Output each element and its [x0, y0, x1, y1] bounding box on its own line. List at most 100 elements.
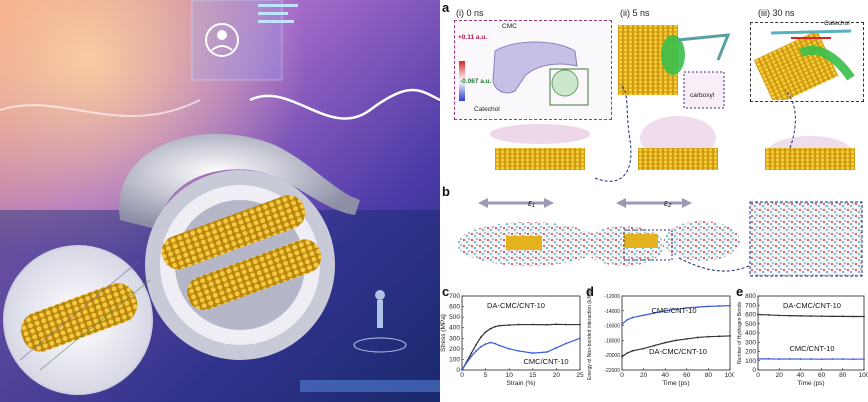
series-line-0 — [461, 323, 580, 371]
data-point — [799, 358, 802, 360]
data-point — [631, 349, 634, 352]
data-point — [664, 341, 667, 344]
series-label: CMC/CNT-10 — [789, 344, 834, 353]
label-catechol-30ns: Catechol — [824, 20, 850, 27]
data-point — [778, 358, 781, 360]
data-point — [479, 336, 482, 339]
x-tick-label: 60 — [683, 372, 691, 379]
hydrogen-bonds-chart: 0 20 40 60 80 1000100200300400500600700800Tim… — [737, 293, 868, 387]
x-tick-label: 10 — [506, 372, 514, 379]
data-point — [531, 323, 534, 326]
stress-strain-chart: 0 5 10 15 20 25 0 100 200 300 400 500 600 700 Strain (… — [440, 293, 584, 387]
data-point — [841, 315, 844, 318]
data-point — [531, 352, 534, 354]
x-tick-label: 60 — [818, 372, 826, 379]
label-cmc: CMC — [502, 23, 517, 30]
series-line-0 — [621, 305, 731, 325]
data-point — [475, 350, 478, 352]
state-title-30ns: (iii) 30 ns — [758, 8, 795, 18]
y-tick-label: 700 — [449, 293, 460, 300]
data-point — [579, 323, 581, 326]
data-point — [653, 344, 656, 347]
data-point — [508, 347, 511, 350]
x-axis-label: Time (ps) — [662, 380, 689, 387]
y-tick-label: 200 — [745, 349, 756, 356]
data-point — [729, 304, 731, 307]
y-tick-label: 500 — [745, 321, 756, 328]
strain-label-2: ε₂ — [664, 198, 672, 208]
data-point — [729, 335, 731, 337]
x-axis-label: Strain (%) — [507, 380, 536, 387]
data-point — [653, 312, 656, 314]
y-tick-label: 300 — [449, 335, 460, 342]
data-point — [696, 336, 699, 339]
x-tick-label: 80 — [839, 372, 847, 379]
data-point — [675, 339, 677, 342]
data-point — [564, 323, 567, 326]
cnt-structure-30ns-zoom — [750, 22, 864, 106]
data-point — [489, 327, 492, 330]
data-point — [799, 314, 802, 317]
tensile-simulation-row — [454, 196, 864, 278]
data-point — [685, 306, 688, 309]
data-point — [479, 345, 482, 348]
data-point — [831, 358, 834, 360]
label-positive-charge: +0.11 a.u. — [458, 34, 488, 41]
series-line-1 — [461, 337, 581, 371]
data-point — [626, 318, 629, 321]
data-point — [841, 358, 844, 360]
label-catechol-0ns: Catechol — [474, 106, 500, 113]
y-tick-label: 0 — [456, 367, 460, 374]
y-tick-label: 400 — [449, 325, 460, 332]
state-title-5ns: (ii) 5 ns — [620, 8, 650, 18]
data-point — [484, 331, 487, 333]
data-point — [555, 346, 558, 349]
x-tick-label: 15 — [529, 372, 537, 379]
data-point — [852, 315, 855, 318]
strain-label-1: ε₁ — [528, 198, 535, 208]
plot-frame — [461, 295, 581, 371]
data-point — [696, 306, 699, 308]
cnt-structure-0ns — [485, 118, 595, 176]
y-tick-label: 800 — [745, 293, 756, 300]
data-point — [831, 315, 834, 318]
cover-artwork — [0, 0, 440, 402]
nonbonded-energy-chart: 0 20 40 60 80 100 -12000 -14000 -16000 -18000 -200… — [587, 288, 734, 387]
data-point — [685, 338, 688, 340]
data-point — [718, 335, 721, 338]
x-tick-label: 0 — [620, 372, 624, 379]
y-axis-label: Stress (MPa) — [440, 314, 447, 352]
data-point — [863, 358, 865, 360]
data-point — [767, 314, 770, 316]
panel-c-label: c — [442, 284, 450, 299]
series-label: CMC/CNT-10 — [523, 357, 568, 366]
y-tick-label: 500 — [449, 314, 460, 321]
data-point — [788, 314, 791, 317]
transition-arrows — [594, 84, 796, 182]
data-point — [642, 314, 645, 317]
cnt-structure-30ns — [760, 130, 860, 185]
y-tick-label: -16000 — [604, 324, 620, 330]
data-point — [707, 335, 710, 338]
label-negative-charge: -0.067 a.u. — [460, 78, 492, 85]
data-point — [707, 305, 710, 308]
x-tick-label: 100 — [859, 372, 868, 379]
panel-d-label: d — [586, 284, 594, 299]
data-point — [579, 337, 581, 340]
series-label: DA-CMC/CNT-10 — [649, 347, 707, 356]
data-point — [664, 309, 667, 312]
data-point — [546, 323, 548, 326]
x-tick-label: 0 — [460, 372, 464, 379]
cnt-structure-5ns-drawing — [618, 25, 731, 170]
data-point — [498, 344, 501, 347]
x-tick-label: 25 — [576, 372, 584, 379]
data-point — [767, 358, 770, 360]
data-point — [863, 315, 865, 318]
x-tick-label: 0 — [756, 372, 760, 379]
series-line-1 — [621, 335, 731, 358]
esp-map-box — [454, 20, 612, 120]
data-point — [820, 315, 823, 318]
y-tick-label: -20000 — [604, 353, 620, 359]
y-tick-label: -18000 — [604, 338, 620, 344]
y-tick-label: -14000 — [604, 309, 620, 315]
